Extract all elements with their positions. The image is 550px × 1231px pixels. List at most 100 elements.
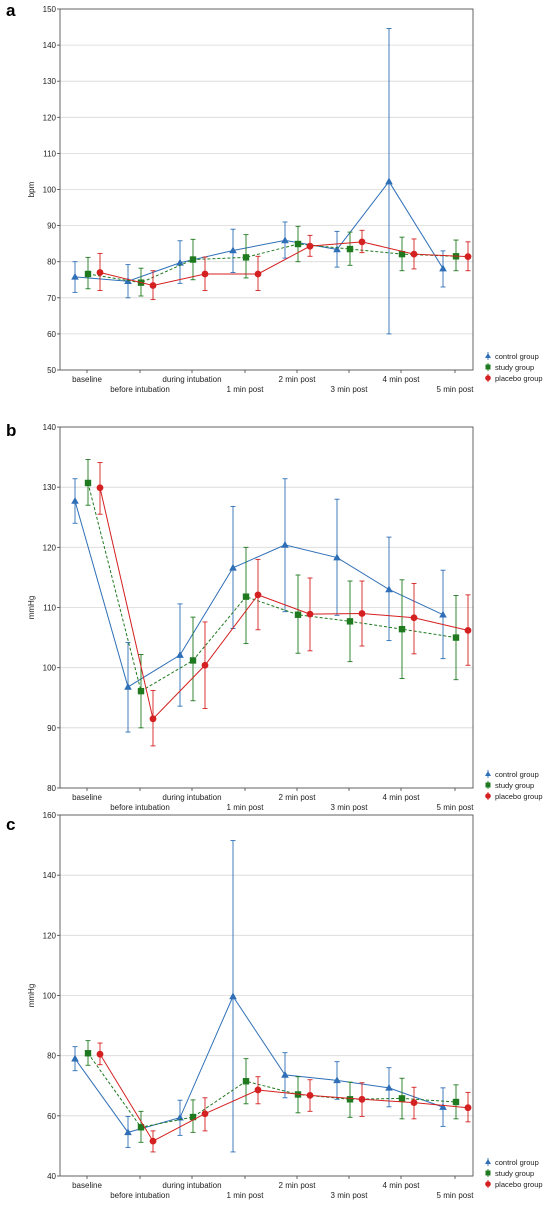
- data-point-square: [189, 1113, 197, 1121]
- legend-marker-square: [485, 364, 491, 370]
- x-tick-label: during intubation: [162, 1181, 221, 1190]
- data-point-triangle: [385, 1083, 393, 1091]
- y-tick-label: 90: [47, 222, 56, 231]
- data-point-triangle: [176, 651, 184, 658]
- data-point-square: [452, 634, 460, 641]
- x-tick-label: before intubation: [110, 1191, 170, 1200]
- series-placebo: [96, 1042, 472, 1153]
- plot-frame: [59, 8, 474, 371]
- y-tick-label: 50: [47, 366, 56, 375]
- y-tick-label: 140: [43, 41, 57, 50]
- data-point-circle: [358, 610, 366, 617]
- legend-label: study group: [495, 1169, 534, 1178]
- panel-label: c: [6, 815, 15, 834]
- data-point-triangle: [281, 236, 289, 244]
- legend-marker-triangle: [485, 1159, 491, 1164]
- y-tick-label: 140: [43, 423, 57, 432]
- data-point-square: [84, 1050, 92, 1057]
- series-line: [87, 1052, 457, 1128]
- series-line: [74, 180, 444, 282]
- legend-label: control group: [495, 770, 539, 779]
- y-tick-label: 140: [43, 871, 57, 880]
- data-point-square: [346, 1096, 354, 1103]
- data-point-square: [398, 625, 406, 633]
- data-point-triangle: [124, 682, 132, 690]
- data-point-circle: [96, 269, 104, 276]
- x-tick-label: 1 min post: [227, 803, 265, 812]
- chart-panel-a: a 50 60 70 80 90 100 110 120 130 140 150 bpm baseline…: [6, 1, 543, 394]
- data-point-circle: [410, 1099, 418, 1106]
- plot-frame: [59, 814, 474, 1177]
- data-point-triangle: [385, 585, 393, 593]
- x-tick-label: before intubation: [110, 803, 170, 812]
- data-point-circle: [358, 1095, 366, 1103]
- legend-label: control group: [495, 1158, 539, 1167]
- legend: control group study group placebo group: [485, 1158, 543, 1189]
- x-tick-label: 4 min post: [383, 793, 421, 802]
- legend-label: placebo group: [495, 792, 543, 801]
- series-line: [87, 243, 457, 284]
- data-point-square: [346, 618, 354, 625]
- data-point-triangle: [124, 1128, 132, 1136]
- y-tick-label: 100: [43, 992, 57, 1001]
- data-point-circle: [410, 250, 418, 258]
- series-line: [99, 487, 469, 720]
- chart-panel-b: b 80 90 100 110 120 130 140 mmHg baseline before i…: [6, 421, 543, 812]
- x-tick-label: during intubation: [162, 793, 221, 802]
- series-placebo: [96, 462, 472, 747]
- data-point-circle: [149, 715, 157, 723]
- y-tick-label: 60: [47, 330, 56, 339]
- y-axis-label: mmHg: [27, 596, 36, 620]
- data-point-circle: [410, 614, 418, 622]
- x-tick-label: 5 min post: [437, 1191, 475, 1200]
- series-study: [84, 459, 460, 729]
- data-point-circle: [306, 242, 314, 250]
- data-point-circle: [96, 484, 104, 492]
- y-tick-label: 80: [47, 258, 56, 267]
- data-point-circle: [149, 282, 157, 289]
- x-tick-label: 4 min post: [383, 1181, 421, 1190]
- data-point-circle: [464, 1104, 472, 1112]
- data-point-triangle: [229, 563, 237, 571]
- y-tick-label: 110: [43, 604, 56, 613]
- y-tick-label: 90: [47, 724, 56, 733]
- x-tick-label: 2 min post: [279, 1181, 317, 1190]
- data-point-circle: [306, 1091, 314, 1099]
- data-point-circle: [254, 591, 262, 599]
- legend: control group study group placebo group: [485, 770, 543, 801]
- data-point-circle: [254, 270, 262, 278]
- panel-label: a: [6, 1, 16, 20]
- series-line: [99, 241, 469, 287]
- data-point-circle: [201, 661, 209, 669]
- x-tick-label: 3 min post: [331, 1191, 369, 1200]
- y-tick-label: 110: [43, 149, 56, 158]
- x-tick-label: 1 min post: [227, 385, 265, 394]
- chart-panel-c: c 40 60 80 100 120 140 160 mmHg baseline before in…: [6, 811, 543, 1200]
- x-tick-label: before intubation: [110, 385, 170, 394]
- x-tick-label: during intubation: [162, 375, 221, 384]
- x-tick-label: 5 min post: [437, 385, 475, 394]
- legend-label: placebo group: [495, 1180, 543, 1189]
- data-point-triangle: [71, 497, 79, 504]
- series-control: [71, 28, 447, 335]
- data-point-square: [84, 270, 92, 278]
- series-study: [84, 1040, 460, 1143]
- legend: control group study group placebo group: [485, 352, 543, 383]
- data-point-circle: [464, 253, 472, 261]
- series-control: [71, 840, 447, 1153]
- legend-marker-circle: [485, 793, 491, 799]
- series-line: [74, 995, 444, 1133]
- data-point-circle: [201, 1110, 209, 1118]
- legend-marker-circle: [485, 375, 491, 381]
- data-point-circle: [96, 1050, 104, 1058]
- y-tick-label: 150: [43, 5, 57, 14]
- data-point-square: [189, 657, 197, 664]
- legend-marker-triangle: [485, 353, 491, 358]
- data-point-square: [84, 479, 92, 487]
- y-tick-label: 120: [43, 543, 57, 552]
- series-line: [99, 1053, 469, 1142]
- x-tick-label: 2 min post: [279, 793, 317, 802]
- data-point-square: [242, 593, 250, 600]
- x-tick-label: 2 min post: [279, 375, 317, 384]
